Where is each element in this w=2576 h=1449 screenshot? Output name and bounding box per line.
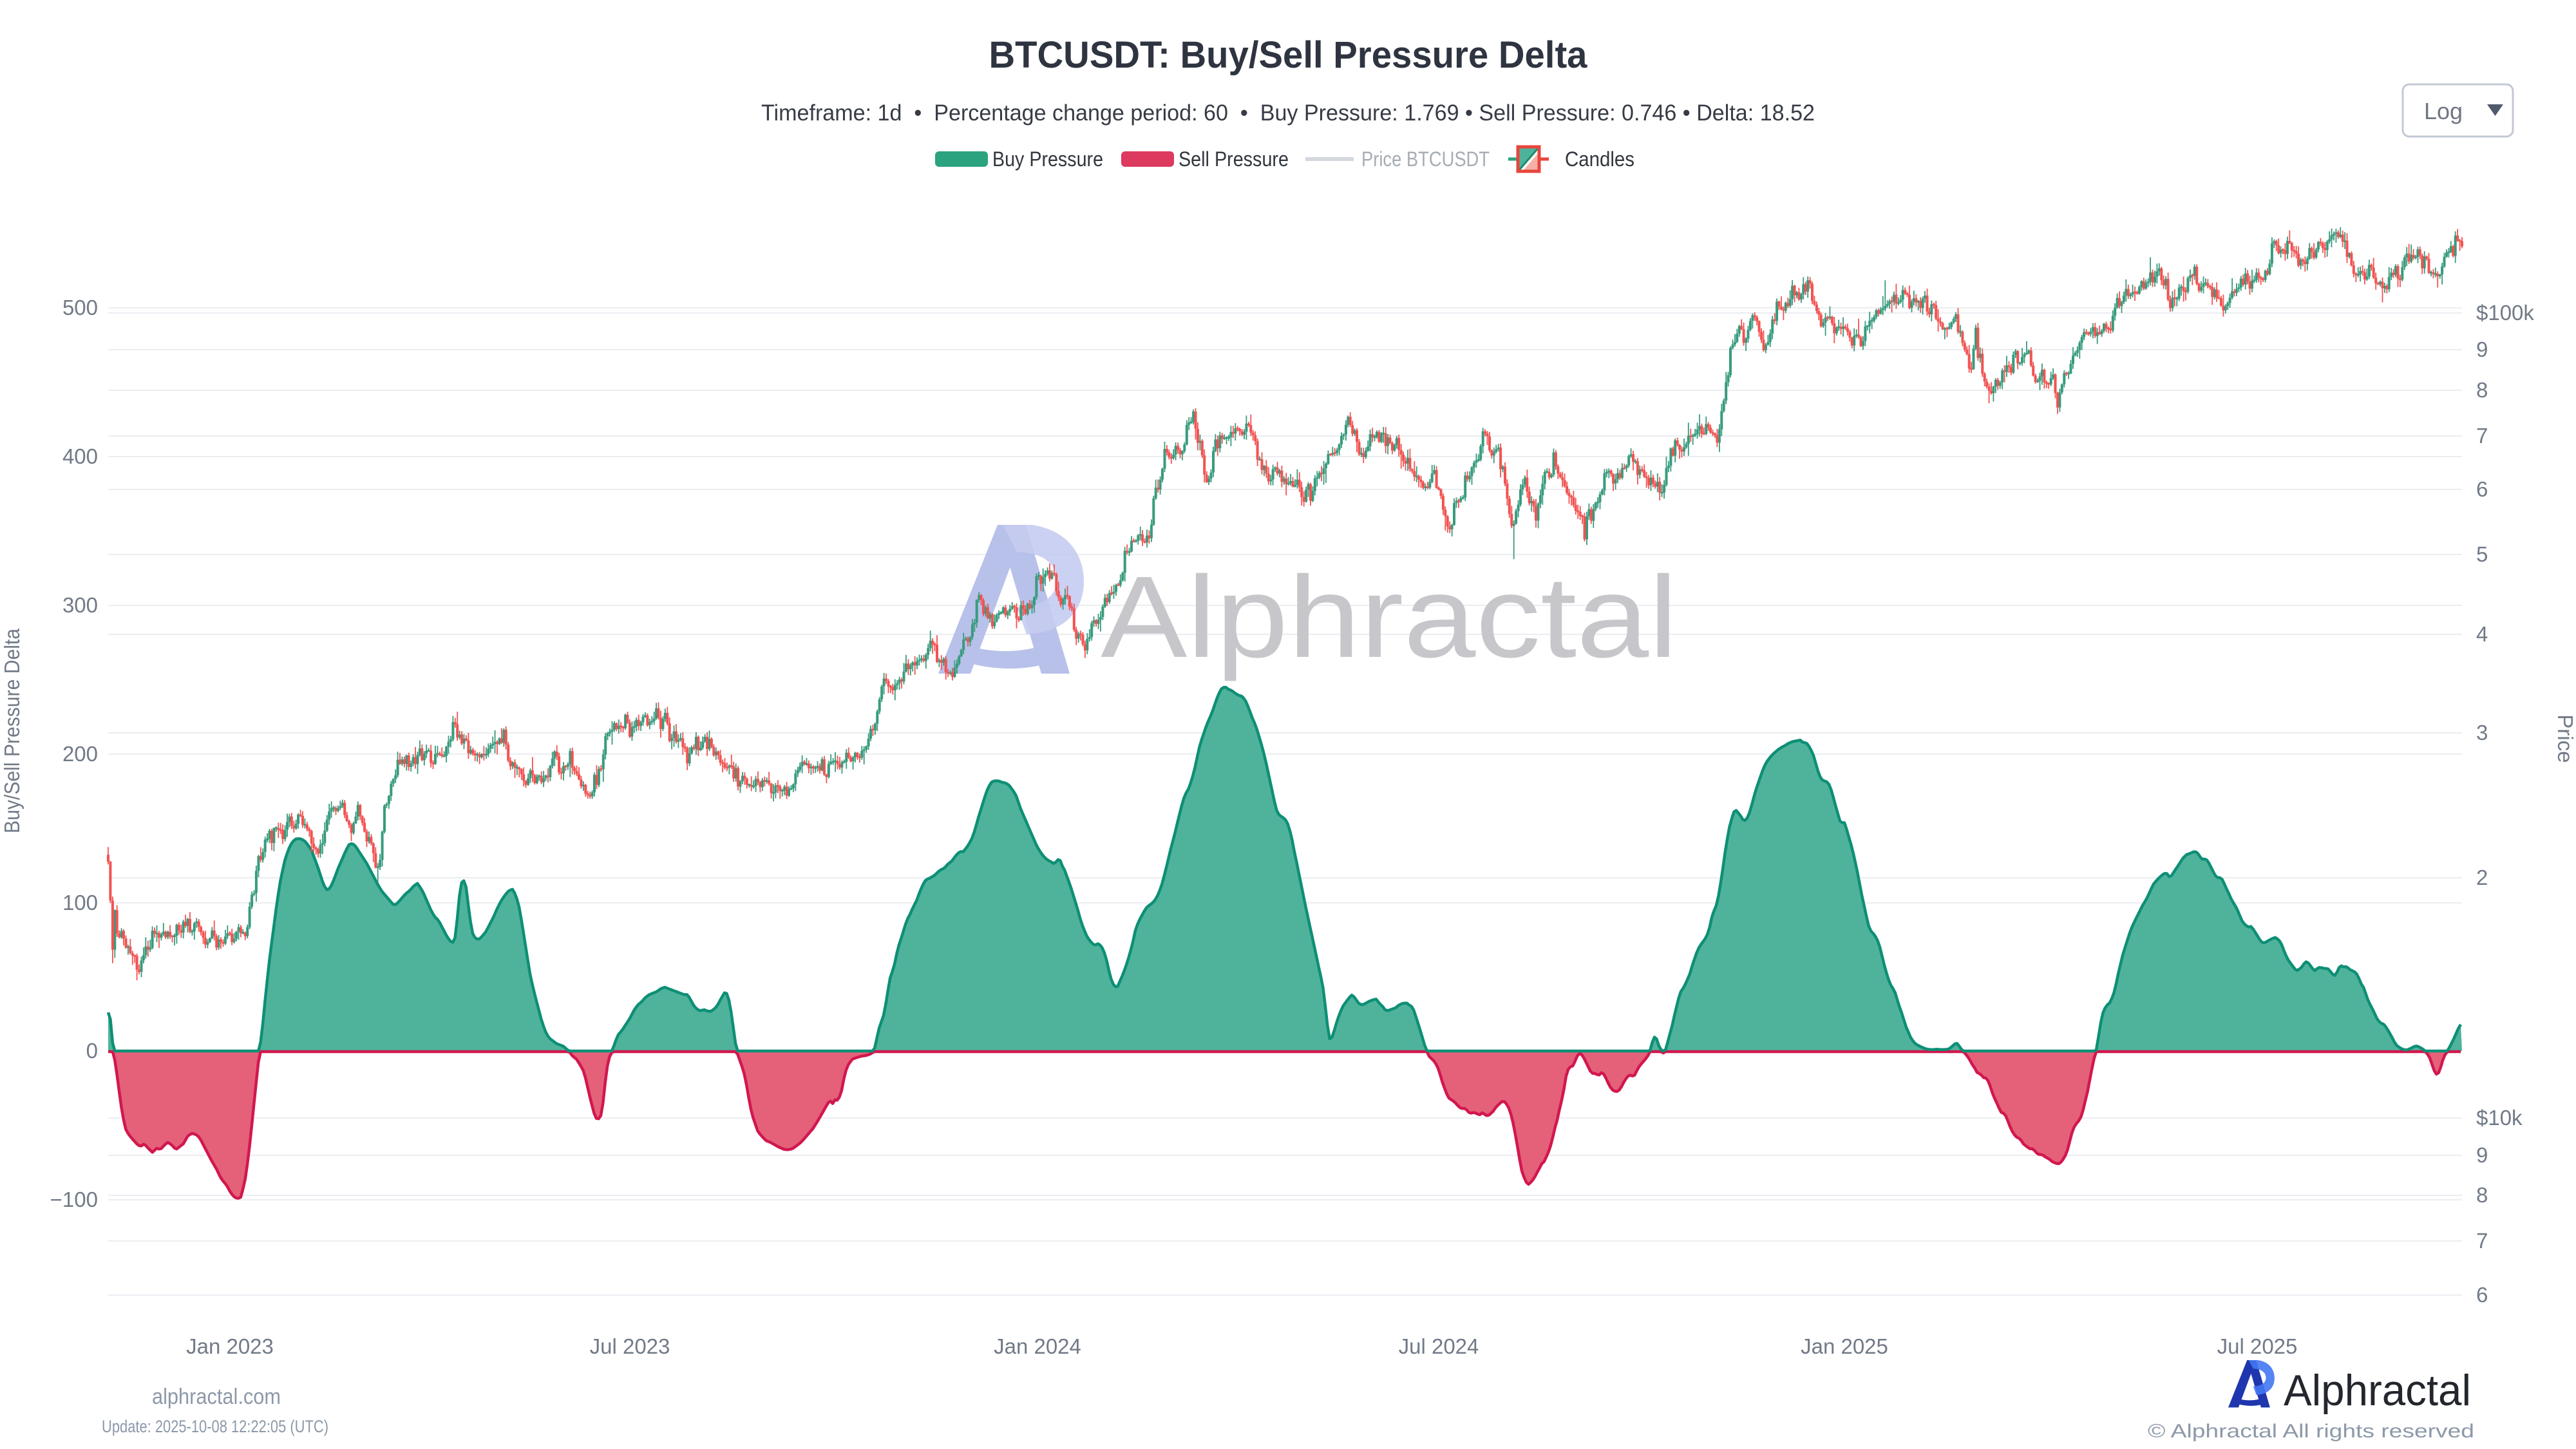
svg-text:100: 100 <box>62 891 98 914</box>
svg-text:7: 7 <box>2476 424 2488 448</box>
svg-text:Candles: Candles <box>1565 147 1634 171</box>
svg-text:Jan 2024: Jan 2024 <box>994 1334 1081 1358</box>
svg-text:6: 6 <box>2476 477 2488 501</box>
svg-text:Timeframe: 1d • Percentage c: Timeframe: 1d • Percentage change period… <box>761 100 1815 126</box>
svg-text:Jul 2025: Jul 2025 <box>2217 1334 2298 1358</box>
svg-text:500: 500 <box>62 296 98 319</box>
svg-text:Log: Log <box>2424 98 2463 124</box>
svg-text:9: 9 <box>2476 1143 2488 1167</box>
svg-text:400: 400 <box>62 444 98 468</box>
svg-text:300: 300 <box>62 593 98 617</box>
svg-text:2: 2 <box>2476 866 2488 889</box>
svg-text:9: 9 <box>2476 337 2488 361</box>
svg-text:5: 5 <box>2476 542 2488 566</box>
svg-text:Jan 2023: Jan 2023 <box>186 1334 274 1358</box>
svg-text:$10k: $10k <box>2476 1106 2523 1130</box>
svg-text:7: 7 <box>2476 1229 2488 1253</box>
svg-text:Jul 2023: Jul 2023 <box>590 1334 670 1358</box>
svg-text:4: 4 <box>2476 622 2488 646</box>
svg-text:Update: 2025-10-08 12:22:05 (U: Update: 2025-10-08 12:22:05 (UTC) <box>102 1417 328 1436</box>
svg-text:Price BTCUSDT: Price BTCUSDT <box>1361 147 1490 171</box>
svg-text:200: 200 <box>62 742 98 766</box>
svg-text:Buy Pressure: Buy Pressure <box>992 147 1103 171</box>
svg-text:0: 0 <box>86 1039 98 1063</box>
svg-text:8: 8 <box>2476 1183 2488 1207</box>
svg-text:6: 6 <box>2476 1283 2488 1307</box>
svg-text:BTCUSDT: Buy/Sell Pressure Del: BTCUSDT: Buy/Sell Pressure Delta <box>989 34 1588 76</box>
svg-text:3: 3 <box>2476 721 2488 744</box>
svg-text:© Alphractal All rights reserv: © Alphractal All rights reserved <box>2148 1421 2474 1442</box>
svg-text:−100: −100 <box>50 1188 98 1211</box>
svg-text:Sell Pressure: Sell Pressure <box>1179 147 1289 171</box>
svg-text:Alphractal: Alphractal <box>2284 1366 2471 1415</box>
svg-text:Jan 2025: Jan 2025 <box>1801 1334 1888 1358</box>
svg-text:Jul 2024: Jul 2024 <box>1399 1334 1479 1358</box>
svg-text:8: 8 <box>2476 378 2488 402</box>
svg-text:Alphractal: Alphractal <box>1101 553 1678 682</box>
svg-text:Price: Price <box>2553 714 2576 762</box>
svg-text:$100k: $100k <box>2476 301 2534 325</box>
svg-text:Buy/Sell Pressure Delta: Buy/Sell Pressure Delta <box>0 628 24 833</box>
svg-text:alphractal.com: alphractal.com <box>152 1385 281 1409</box>
